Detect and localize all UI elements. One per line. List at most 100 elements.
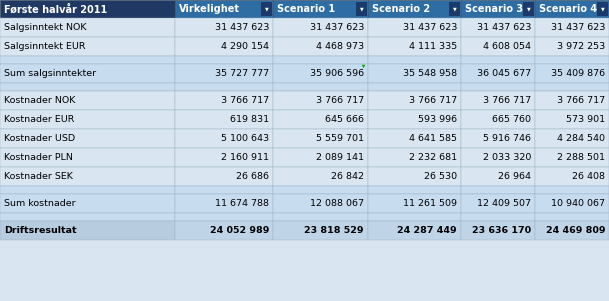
Bar bbox=[461, 221, 535, 240]
Bar bbox=[273, 148, 368, 167]
Text: Sum kostnader: Sum kostnader bbox=[4, 199, 76, 208]
Text: Kostnader PLN: Kostnader PLN bbox=[4, 153, 73, 162]
Bar bbox=[368, 129, 461, 148]
Bar bbox=[273, 221, 368, 240]
Bar bbox=[0, 110, 175, 129]
Bar bbox=[461, 213, 535, 221]
Bar bbox=[0, 91, 175, 110]
Text: Første halvår 2011: Første halvår 2011 bbox=[4, 4, 107, 14]
Bar bbox=[0, 194, 175, 213]
Bar bbox=[368, 83, 461, 91]
Text: 31 437 623: 31 437 623 bbox=[309, 23, 364, 32]
Bar bbox=[461, 194, 535, 213]
Bar bbox=[175, 194, 273, 213]
Bar bbox=[535, 83, 609, 91]
Bar bbox=[535, 167, 609, 186]
Text: 2 160 911: 2 160 911 bbox=[221, 153, 269, 162]
Text: 31 437 623: 31 437 623 bbox=[403, 23, 457, 32]
Bar bbox=[535, 148, 609, 167]
Bar bbox=[175, 129, 273, 148]
Bar bbox=[368, 167, 461, 186]
Text: 2 288 501: 2 288 501 bbox=[557, 153, 605, 162]
Text: 11 674 788: 11 674 788 bbox=[215, 199, 269, 208]
Text: ▼: ▼ bbox=[360, 7, 364, 11]
Bar bbox=[535, 221, 609, 240]
Bar bbox=[535, 37, 609, 56]
Text: 2 089 141: 2 089 141 bbox=[316, 153, 364, 162]
Text: Scenario 2: Scenario 2 bbox=[372, 4, 430, 14]
Bar bbox=[273, 194, 368, 213]
Text: 12 088 067: 12 088 067 bbox=[310, 199, 364, 208]
Bar bbox=[273, 186, 368, 194]
Bar bbox=[273, 129, 368, 148]
Bar bbox=[273, 213, 368, 221]
Bar bbox=[0, 221, 175, 240]
Bar bbox=[273, 18, 368, 37]
Text: 36 045 677: 36 045 677 bbox=[477, 69, 531, 78]
Bar bbox=[461, 148, 535, 167]
Bar bbox=[273, 110, 368, 129]
Text: 26 686: 26 686 bbox=[236, 172, 269, 181]
Text: 35 548 958: 35 548 958 bbox=[403, 69, 457, 78]
Text: 665 760: 665 760 bbox=[492, 115, 531, 124]
Text: Scenario 3: Scenario 3 bbox=[465, 4, 523, 14]
Bar bbox=[535, 56, 609, 64]
Text: 3 766 717: 3 766 717 bbox=[409, 96, 457, 105]
Bar bbox=[535, 0, 609, 18]
Text: 23 818 529: 23 818 529 bbox=[304, 226, 364, 235]
Bar bbox=[273, 0, 368, 18]
Text: 26 530: 26 530 bbox=[424, 172, 457, 181]
Bar bbox=[175, 148, 273, 167]
Bar bbox=[449, 2, 460, 16]
Text: Kostnader NOK: Kostnader NOK bbox=[4, 96, 76, 105]
Bar bbox=[368, 18, 461, 37]
Bar bbox=[175, 56, 273, 64]
Text: 573 901: 573 901 bbox=[566, 115, 605, 124]
Bar bbox=[368, 0, 461, 18]
Text: 3 972 253: 3 972 253 bbox=[557, 42, 605, 51]
Bar bbox=[273, 64, 368, 83]
Bar bbox=[175, 213, 273, 221]
Text: 645 666: 645 666 bbox=[325, 115, 364, 124]
Bar bbox=[368, 110, 461, 129]
Bar bbox=[0, 148, 175, 167]
Bar bbox=[535, 213, 609, 221]
Bar bbox=[368, 186, 461, 194]
Text: ▼: ▼ bbox=[527, 7, 530, 11]
Text: 12 409 507: 12 409 507 bbox=[477, 199, 531, 208]
Bar bbox=[175, 18, 273, 37]
Bar bbox=[368, 37, 461, 56]
Text: Kostnader EUR: Kostnader EUR bbox=[4, 115, 74, 124]
Text: 4 290 154: 4 290 154 bbox=[221, 42, 269, 51]
Text: ▼: ▼ bbox=[452, 7, 456, 11]
Bar bbox=[0, 37, 175, 56]
Bar bbox=[175, 37, 273, 56]
Text: Salgsinntekt EUR: Salgsinntekt EUR bbox=[4, 42, 85, 51]
Text: Salgsinntekt NOK: Salgsinntekt NOK bbox=[4, 23, 86, 32]
Bar bbox=[461, 83, 535, 91]
Bar bbox=[461, 0, 535, 18]
Bar bbox=[461, 18, 535, 37]
Bar bbox=[175, 186, 273, 194]
Text: 4 111 335: 4 111 335 bbox=[409, 42, 457, 51]
Bar bbox=[0, 18, 175, 37]
Text: ▼: ▼ bbox=[600, 7, 604, 11]
Bar bbox=[461, 91, 535, 110]
Text: 4 608 054: 4 608 054 bbox=[483, 42, 531, 51]
Text: 4 468 973: 4 468 973 bbox=[316, 42, 364, 51]
Bar bbox=[273, 83, 368, 91]
Bar bbox=[273, 56, 368, 64]
Bar bbox=[368, 56, 461, 64]
Text: ▼: ▼ bbox=[265, 7, 269, 11]
Bar bbox=[461, 186, 535, 194]
Bar bbox=[461, 56, 535, 64]
Text: 11 261 509: 11 261 509 bbox=[403, 199, 457, 208]
Bar bbox=[535, 110, 609, 129]
Bar bbox=[273, 37, 368, 56]
Text: 4 284 540: 4 284 540 bbox=[557, 134, 605, 143]
Bar bbox=[368, 221, 461, 240]
Text: 24 469 809: 24 469 809 bbox=[546, 226, 605, 235]
Bar bbox=[0, 129, 175, 148]
Text: 26 964: 26 964 bbox=[498, 172, 531, 181]
Bar bbox=[273, 91, 368, 110]
